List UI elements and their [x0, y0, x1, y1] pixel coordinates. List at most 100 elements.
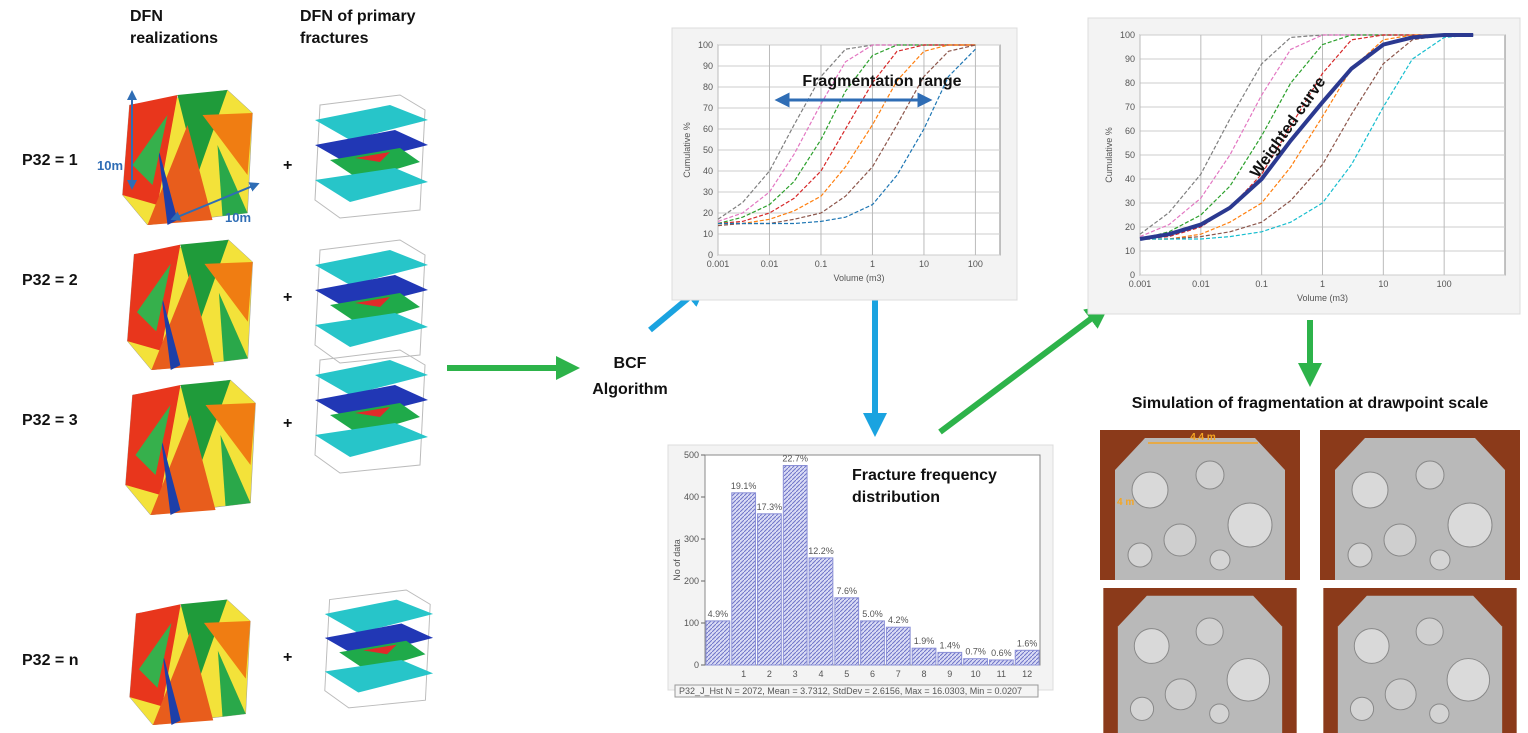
y-tick-label: 60: [1125, 126, 1135, 136]
x-tick-label: 100: [1437, 279, 1452, 289]
bar: [963, 658, 988, 666]
y-tick-label: 0: [694, 660, 699, 670]
series-line: [1139, 33, 1474, 241]
value-label: 22.7%: [782, 454, 808, 464]
column-header: DFN of primary fractures: [300, 8, 416, 47]
dimension-label: 4.4 m: [1190, 432, 1216, 443]
x-tick-label: 10: [1378, 279, 1388, 289]
series-line: [717, 44, 976, 225]
dfn-cube: [129, 599, 251, 725]
simulation-title: Simulation of fragmentation at drawpoint…: [1132, 395, 1489, 412]
x-axis-label: Volume (m3): [833, 273, 884, 283]
row-label: P32 = 2: [22, 272, 78, 289]
series-line: [1140, 34, 1474, 240]
value-label: 4.2%: [888, 615, 909, 625]
value-label: 19.1%: [731, 481, 757, 491]
primary-cube: [314, 349, 429, 474]
row-label: P32 = 3: [22, 412, 78, 429]
x-axis-label: Volume (m3): [1297, 293, 1348, 303]
y-tick-label: 100: [1120, 30, 1135, 40]
x-tick-label: 7: [896, 669, 901, 679]
chart-annotation: Fragmentation range: [802, 73, 961, 90]
arrow: [938, 304, 1110, 435]
series-line: [718, 44, 976, 225]
dfn-cube: [126, 239, 254, 370]
y-tick-label: 10: [703, 229, 713, 239]
dfn-cube: [124, 379, 257, 515]
value-label: 0.7%: [965, 647, 986, 657]
plus: +: [283, 649, 292, 666]
primary-cube: [314, 94, 429, 219]
y-tick-label: 500: [684, 450, 699, 460]
fragmentation-image: [1320, 430, 1520, 580]
bar: [885, 626, 911, 666]
bar: [808, 557, 834, 666]
fragmentation-image: [1322, 588, 1518, 733]
plus: +: [283, 157, 292, 174]
x-tick-label: 1: [870, 259, 875, 269]
x-tick-label: 6: [870, 669, 875, 679]
bar: [782, 465, 808, 666]
y-tick-label: 30: [1125, 198, 1135, 208]
x-tick-label: 100: [968, 259, 983, 269]
dimension-label: 10m: [225, 210, 251, 225]
dimension-label: 10m: [97, 158, 123, 173]
value-label: 1.9%: [914, 636, 935, 646]
x-tick-label: 10: [971, 669, 981, 679]
x-tick-label: 4: [818, 669, 823, 679]
series-line: [718, 48, 976, 225]
value-label: 7.6%: [836, 586, 857, 596]
x-tick-label: 2: [767, 669, 772, 679]
column-header: DFN realizations: [130, 8, 219, 47]
x-tick-label: 0.01: [1192, 279, 1210, 289]
bar: [988, 659, 1014, 666]
x-tick-label: 0.01: [761, 259, 779, 269]
series-line: [717, 44, 976, 225]
row-label: P32 = n: [22, 652, 78, 669]
y-tick-label: 70: [703, 103, 713, 113]
fragmentation-image: [1102, 588, 1298, 733]
value-label: 1.6%: [1017, 638, 1038, 648]
x-tick-label: 0.1: [815, 259, 828, 269]
y-tick-label: 400: [684, 492, 699, 502]
y-tick-label: 0: [1130, 270, 1135, 280]
x-tick-label: 3: [793, 669, 798, 679]
y-tick-label: 50: [1125, 150, 1135, 160]
chart-footer: P32_J_Hst N = 2072, Mean = 3.7312, StdDe…: [679, 686, 1022, 696]
bar: [937, 651, 963, 666]
algorithm-label: Algorithm: [592, 381, 668, 398]
value-label: 0.6%: [991, 648, 1012, 658]
y-tick-label: 300: [684, 534, 699, 544]
primary-cube: [314, 239, 429, 364]
y-tick-label: 50: [703, 145, 713, 155]
y-axis-label: Cumulative %: [1104, 127, 1114, 183]
y-tick-label: 80: [1125, 78, 1135, 88]
y-axis-label: No of data: [672, 539, 682, 581]
plus: +: [283, 415, 292, 432]
x-tick-label: 11: [997, 669, 1006, 679]
y-axis-label: Cumulative %: [682, 122, 692, 178]
primary-cube: [324, 589, 434, 709]
dimension-label: 4 m: [1117, 497, 1134, 508]
bar: [1014, 649, 1040, 666]
value-label: 5.0%: [862, 609, 883, 619]
x-tick-label: 1: [1320, 279, 1325, 289]
dfn-cube: [121, 89, 254, 225]
algorithm-label: BCF: [614, 355, 647, 372]
x-tick-label: 8: [922, 669, 927, 679]
y-tick-label: 100: [684, 618, 699, 628]
x-tick-label: 10: [919, 259, 929, 269]
series-line: [1139, 34, 1474, 238]
y-tick-label: 40: [703, 166, 713, 176]
x-tick-label: 5: [844, 669, 849, 679]
footer-box: [674, 684, 1039, 698]
x-tick-label: 0.001: [707, 259, 730, 269]
value-label: 4.9%: [708, 609, 729, 619]
y-tick-label: 30: [703, 187, 713, 197]
y-tick-label: 90: [1125, 54, 1135, 64]
y-tick-label: 20: [1125, 222, 1135, 232]
bar: [834, 597, 860, 666]
plus: +: [283, 289, 292, 306]
